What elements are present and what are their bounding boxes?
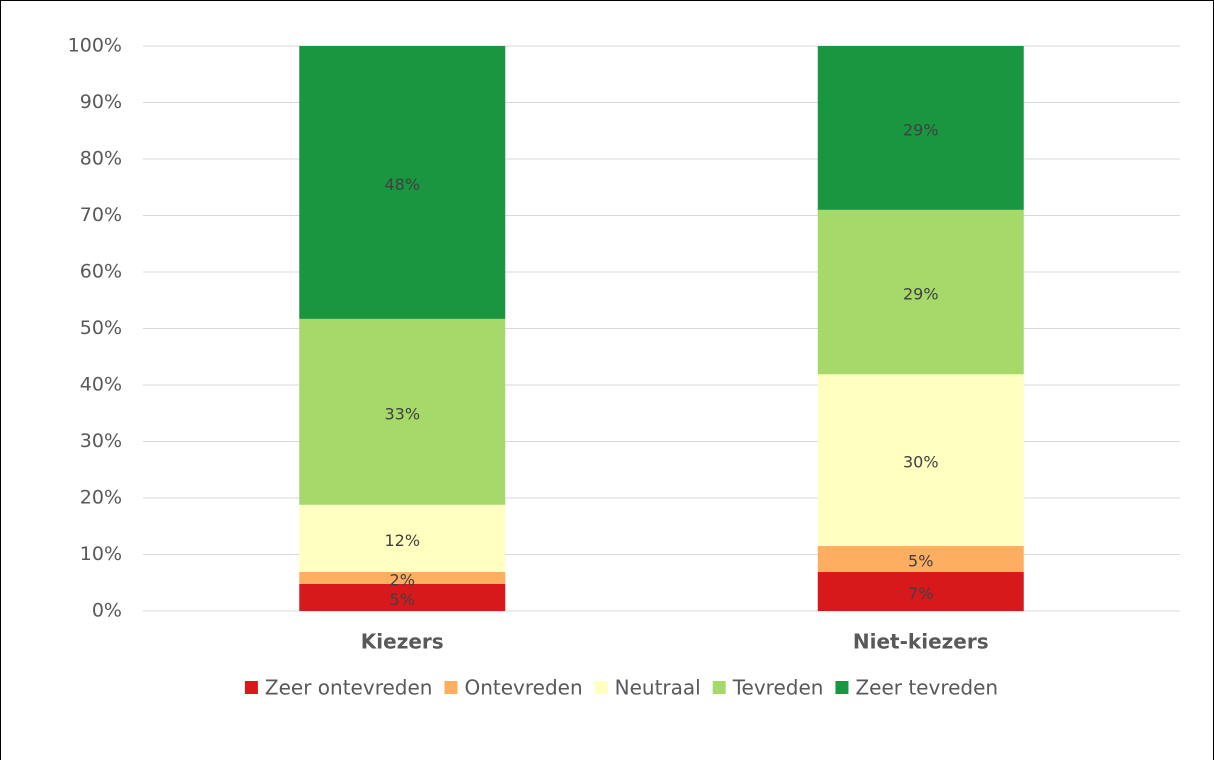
legend-swatch <box>835 681 849 694</box>
bar-segment <box>817 46 1024 210</box>
bar-segment <box>299 318 506 505</box>
y-tick-label: 100% <box>68 35 122 57</box>
legend-label: Zeer ontevreden <box>265 676 433 700</box>
y-tick-label: 90% <box>80 91 122 113</box>
legend-label: Neutraal <box>615 676 701 700</box>
x-tick-label: Kiezers <box>361 630 444 654</box>
data-label: 5% <box>908 552 933 571</box>
x-tick-label: Niet-kiezers <box>853 630 989 654</box>
y-tick-label: 70% <box>80 204 122 226</box>
legend-swatch <box>594 681 608 694</box>
y-tick-label: 80% <box>80 148 122 170</box>
legend-swatch <box>712 681 726 694</box>
data-label: 30% <box>903 453 939 472</box>
y-tick-label: 50% <box>80 317 122 339</box>
bar-segment <box>299 504 506 573</box>
y-tick-label: 10% <box>80 543 122 565</box>
y-tick-label: 40% <box>80 374 122 396</box>
data-label: 29% <box>903 285 939 304</box>
bar-segment <box>817 374 1024 547</box>
legend-label: Zeer tevreden <box>855 676 998 700</box>
data-label: 33% <box>384 404 420 423</box>
bar-segment <box>299 46 506 319</box>
legend-label: Tevreden <box>732 676 824 700</box>
y-tick-label: 0% <box>92 600 122 622</box>
data-label: 5% <box>390 590 415 609</box>
bar-segment <box>817 209 1024 375</box>
data-label: 2% <box>390 570 415 589</box>
bar-segment <box>299 583 506 611</box>
data-label: 29% <box>903 120 939 139</box>
bar-segment <box>299 572 506 584</box>
data-label: 12% <box>384 531 420 550</box>
legend-swatch <box>244 681 258 694</box>
y-tick-label: 20% <box>80 487 122 509</box>
bar-segment <box>817 572 1024 611</box>
data-label: 48% <box>384 175 420 194</box>
legend-label: Ontevreden <box>464 676 582 700</box>
data-label: 7% <box>908 584 933 603</box>
legend-swatch <box>444 681 458 694</box>
y-tick-label: 30% <box>80 430 122 452</box>
bar-segment <box>817 546 1024 573</box>
y-tick-label: 60% <box>80 261 122 283</box>
